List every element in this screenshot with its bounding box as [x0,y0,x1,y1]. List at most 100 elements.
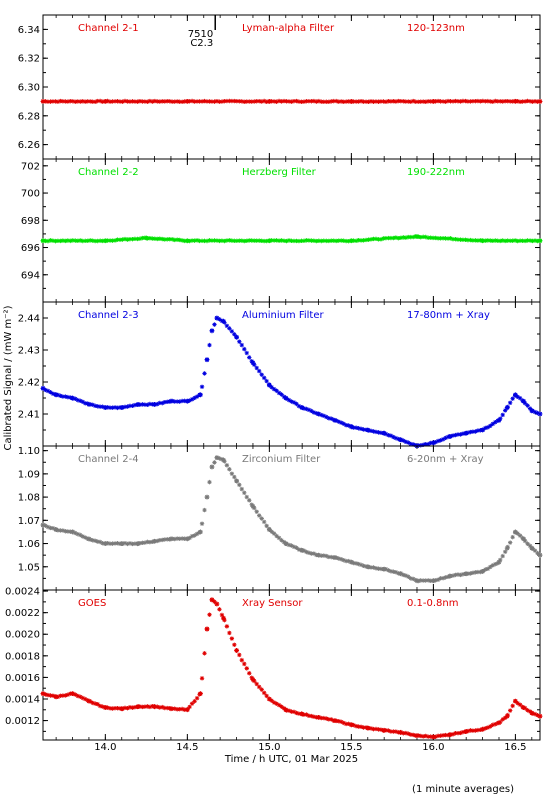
data-point [234,648,239,653]
data-point [152,538,157,544]
data-point [70,529,75,535]
data-point [135,541,141,546]
data-point [529,545,535,551]
data-point [184,707,190,713]
data-point [40,386,46,391]
data-point [414,733,420,739]
data-point [504,405,510,410]
data-point [381,566,387,572]
data-point [119,541,125,546]
data-point [135,704,141,709]
data-point [504,713,510,719]
data-point [381,727,387,733]
y-tick-label: 0.0016 [5,673,40,684]
data-point [529,710,535,716]
data-point [299,548,305,553]
data-point [537,552,543,558]
data-point [496,720,502,726]
data-point [198,392,203,398]
data-point [512,698,518,704]
channel-label: Channel 2-4 [78,454,139,465]
data-point [512,529,518,535]
y-tick-label: 6.30 [18,83,40,94]
event-marker-class: C2.3 [190,38,213,49]
y-tick-label: 0.0022 [5,608,40,619]
data-point [537,713,543,719]
data-point [398,571,403,577]
y-tick-label: 2.44 [18,314,40,325]
data-point [430,734,436,740]
data-point [70,395,75,401]
data-series-2 [40,234,543,244]
data-point [283,707,289,713]
data-point [143,235,149,241]
data-point [537,99,543,104]
data-point [504,545,510,551]
data-point [496,559,502,565]
data-point [299,405,305,410]
y-tick-label: 1.08 [18,493,40,504]
data-point [348,722,354,728]
data-point [102,405,108,410]
data-point [398,437,403,442]
filter-label: Xray Sensor [242,598,303,609]
filter-label: Aluminium Filter [242,310,325,321]
data-series-3 [40,316,543,448]
x-tick-label: 16.0 [422,742,444,753]
data-point [119,405,125,410]
x-axis-label: Time / h UTC, 01 Mar 2025 [224,754,358,765]
y-tick-label: 1.06 [18,539,40,550]
data-point [184,398,190,404]
channel-label: GOES [78,598,106,609]
channel-label: Channel 2-2 [78,167,139,178]
wavelength-range-label: 120-123nm [407,23,465,34]
data-point [40,238,46,244]
wavelength-range-label: 17-80nm + Xray [407,310,490,321]
data-point [198,529,203,535]
data-point [299,711,305,717]
data-point [266,238,272,244]
data-point [102,541,108,546]
data-point [168,706,174,712]
y-tick-label: 1.10 [18,446,40,457]
data-point [214,455,220,461]
data-point [53,694,59,700]
x-tick-label: 14.5 [176,742,198,753]
channel-label: Channel 2-1 [78,23,139,34]
y-tick-label: 2.41 [18,410,40,421]
panel-frame-4 [42,445,541,591]
y-tick-label: 0.0020 [5,630,40,641]
data-point [214,601,220,607]
data-point [266,99,272,104]
data-point [463,571,469,577]
y-tick-label: 694 [21,270,40,281]
filter-label: Lyman-alpha Filter [242,23,335,34]
data-point [86,536,92,542]
data-point [152,402,157,407]
event-marker-id: 7510 [188,29,213,40]
data-series-1 [40,98,543,105]
data-point [214,315,220,321]
data-point [537,238,543,244]
y-tick-label: 2.42 [18,378,40,389]
data-point [521,536,526,542]
y-tick-label: 698 [21,216,40,227]
data-point [398,730,403,735]
data-point [430,99,436,104]
x-tick-label: 15.5 [340,742,362,753]
data-point [209,597,215,603]
data-point [463,728,469,734]
data-series-5 [40,597,543,740]
data-point [348,238,354,244]
data-point [119,706,125,712]
data-point [316,714,321,720]
data-point [53,527,59,533]
data-point [521,398,526,404]
data-point [234,478,239,484]
y-tick-label: 0.0012 [5,716,40,727]
y-tick-label: 700 [21,189,40,200]
data-point [204,357,210,362]
data-point [316,552,321,558]
data-point [316,411,321,417]
